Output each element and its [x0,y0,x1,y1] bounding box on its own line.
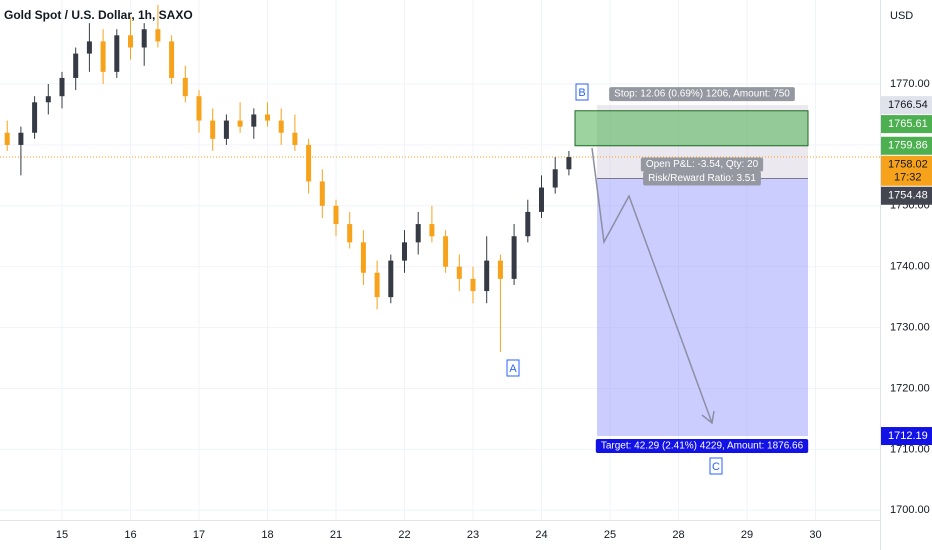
point-label-bg [506,359,520,377]
candle-body [306,144,312,182]
candle-body [169,41,175,78]
point-label: A [509,363,517,375]
position-label: Target: 42.29 (2.41%) 4229, Amount: 1876… [601,441,804,452]
candle-body [415,224,421,243]
y-tick-label: 1740.00 [890,261,930,273]
x-tick-label: 18 [261,529,273,541]
y-tick-label: 1720.00 [890,382,930,394]
candle-body [155,29,161,42]
candle-body [223,120,229,139]
point-label-bg [709,457,723,475]
candle-body [374,272,380,298]
price-tag-bg [881,155,932,186]
candle-body [470,278,476,292]
price-tag: 1712.19 [888,430,928,442]
candle-body [388,260,394,298]
x-tick-label: 29 [741,529,753,541]
price-tag: 1754.48 [888,190,928,202]
candle-body [319,181,325,206]
candle-body [292,132,298,145]
candle-body [402,242,407,261]
price-tag-bg [881,96,932,115]
candle-body [429,224,435,237]
candle-body [511,236,517,279]
candle-body [4,132,10,145]
countdown: 17:32 [894,172,922,184]
y-tick-label: 1770.00 [890,78,930,90]
price-tag-bg [881,186,932,205]
position-label-bg [595,439,809,454]
candle-body [484,260,490,292]
candle-body [347,224,353,243]
price-tag: 1766.54 [888,99,928,111]
projection-arrow [591,147,713,424]
position-label-bg [640,157,764,172]
price-tag-bg [881,427,932,446]
candle-body [443,236,449,267]
candle-body [45,96,51,103]
price-tag: 1759.86 [888,140,928,152]
position-label: Open P&L: -3.54, Qty: 20 [646,159,759,170]
candle-body [360,242,366,273]
candle-body [32,102,38,133]
x-tick-label: 28 [672,529,684,541]
y-tick-label: 1700.00 [890,504,930,516]
candle-body [182,77,188,97]
price-tag-bg [881,136,932,155]
candle-body [237,120,243,127]
x-tick-label: 30 [809,529,821,541]
point-label-bg [575,83,589,101]
candle-body [566,157,572,170]
position-label: Stop: 12.06 (0.69%) 1206, Amount: 750 [614,89,790,100]
candle-body [265,114,270,121]
chart-title: Gold Spot / U.S. Dollar, 1h, SAXO [4,8,193,22]
candle-body [86,41,92,54]
price-tag: 1758.02 [888,159,928,171]
x-tick-label: 25 [604,529,616,541]
x-tick-label: 23 [467,529,479,541]
candle-body [59,77,65,97]
candle-body [128,35,133,48]
candle-body [114,35,120,72]
arrow-head [701,410,715,425]
candle-body [456,266,462,279]
green-zone [574,110,809,147]
x-tick-label: 16 [124,529,136,541]
candle-body [18,132,24,145]
candle-body [210,120,216,139]
candle-body [539,187,544,212]
y-tick-label: 1710.00 [890,443,930,455]
plot [0,0,880,520]
x-tick-label: 15 [56,529,68,541]
candle-body [278,120,284,133]
candle-body [196,96,202,121]
position-label: Risk/Reward Ratio: 3.51 [648,173,756,184]
price-tag: 1765.61 [888,118,928,130]
x-tick-label: 22 [398,529,410,541]
x-tick-label: 21 [330,529,342,541]
candle-body [100,41,106,72]
price-tag-bg [881,115,932,134]
target-zone [597,178,808,437]
position-label-bg [643,171,761,186]
candle-body [552,169,558,188]
x-tick-label: 24 [535,529,547,541]
point-label: B [578,87,585,99]
candle-body [525,211,531,237]
currency: USD [890,10,913,22]
x-tick-label: 17 [193,529,205,541]
point-label: C [712,461,720,473]
candle-body [497,260,503,279]
candle-body [251,114,257,127]
candle-body [141,29,147,48]
candle-body [73,53,79,78]
position-label-bg [609,87,795,102]
candle-body [333,205,339,225]
y-tick-label: 1730.00 [890,321,930,333]
